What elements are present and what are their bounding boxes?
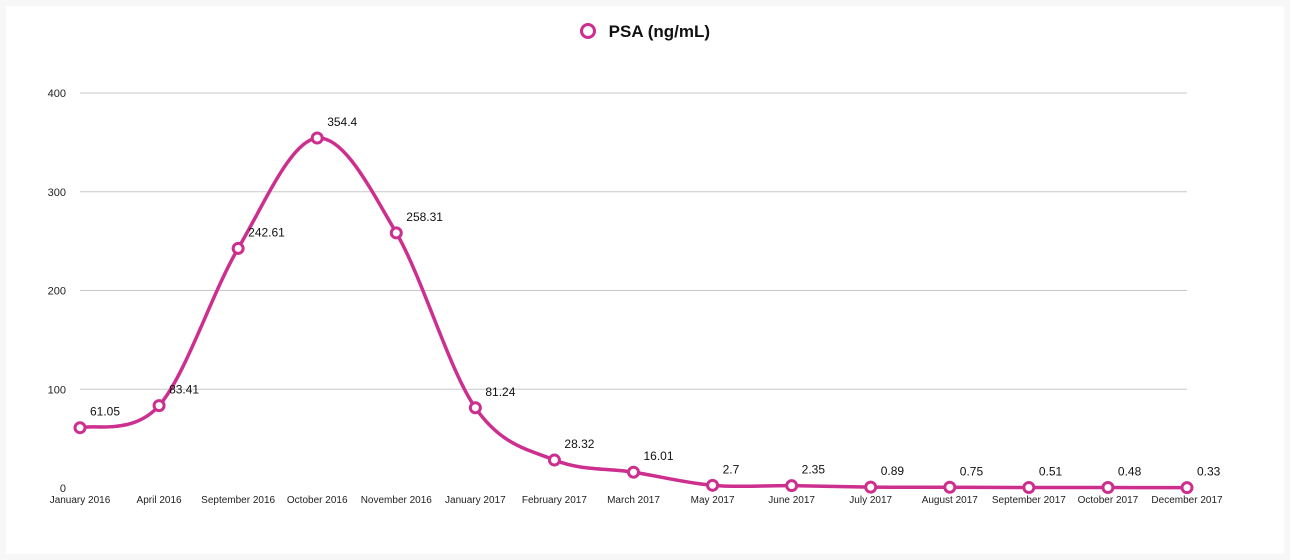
legend-marker-icon <box>579 23 596 39</box>
data-point <box>73 421 87 435</box>
x-tick-label: April 2016 <box>137 495 182 506</box>
x-tick-label: October 2017 <box>1078 495 1139 506</box>
x-tick-label: December 2017 <box>1151 495 1223 506</box>
chart-legend: PSA (ng/mL) <box>0 22 1290 42</box>
legend-label: PSA (ng/mL) <box>608 22 711 41</box>
x-tick-label: June 2017 <box>768 495 815 506</box>
data-label: 16.01 <box>644 449 674 463</box>
data-point <box>152 399 166 413</box>
x-tick-label: January 2017 <box>445 495 506 506</box>
data-point <box>1101 481 1115 495</box>
data-point <box>310 131 324 145</box>
data-label: 242.61 <box>248 225 285 239</box>
data-point <box>864 480 878 494</box>
data-point <box>706 478 720 492</box>
data-label: 0.33 <box>1197 465 1221 479</box>
x-tick-label: August 2017 <box>922 495 979 506</box>
x-tick-label: July 2017 <box>849 495 892 506</box>
data-point <box>1022 480 1036 494</box>
data-point <box>547 453 561 467</box>
series-line <box>78 136 1189 490</box>
x-tick-label: November 2016 <box>361 495 433 506</box>
data-label: 0.75 <box>960 464 984 478</box>
data-label: 0.51 <box>1039 464 1063 478</box>
data-point <box>468 401 482 415</box>
chart-frame <box>6 6 1284 554</box>
data-point <box>943 480 957 494</box>
data-label: 61.05 <box>90 405 120 419</box>
y-tick-label: 300 <box>48 187 66 199</box>
x-tick-label: May 2017 <box>691 495 735 506</box>
data-point <box>1180 481 1194 495</box>
x-tick-label: September 2016 <box>201 495 275 506</box>
y-tick-label: 400 <box>48 88 66 100</box>
data-label: 354.4 <box>327 115 357 129</box>
data-label: 0.48 <box>1118 465 1142 479</box>
data-point <box>785 479 799 493</box>
data-label: 2.35 <box>802 463 826 477</box>
data-label: 83.41 <box>169 383 199 397</box>
data-point <box>231 241 245 255</box>
data-point <box>627 465 640 479</box>
x-tick-label: March 2017 <box>607 495 660 506</box>
data-label: 0.89 <box>881 464 905 478</box>
data-label: 28.32 <box>564 437 594 451</box>
data-label: 81.24 <box>485 385 515 399</box>
x-tick-label: January 2016 <box>50 495 111 506</box>
x-tick-label: September 2017 <box>992 495 1066 506</box>
y-tick-label: 200 <box>48 286 66 298</box>
y-tick-label: 0 <box>60 483 66 495</box>
data-label: 258.31 <box>406 210 443 224</box>
data-point <box>389 226 403 240</box>
x-tick-label: February 2017 <box>522 495 587 506</box>
y-tick-label: 100 <box>48 384 66 396</box>
data-label: 2.7 <box>723 462 740 476</box>
x-tick-label: October 2016 <box>287 495 348 506</box>
